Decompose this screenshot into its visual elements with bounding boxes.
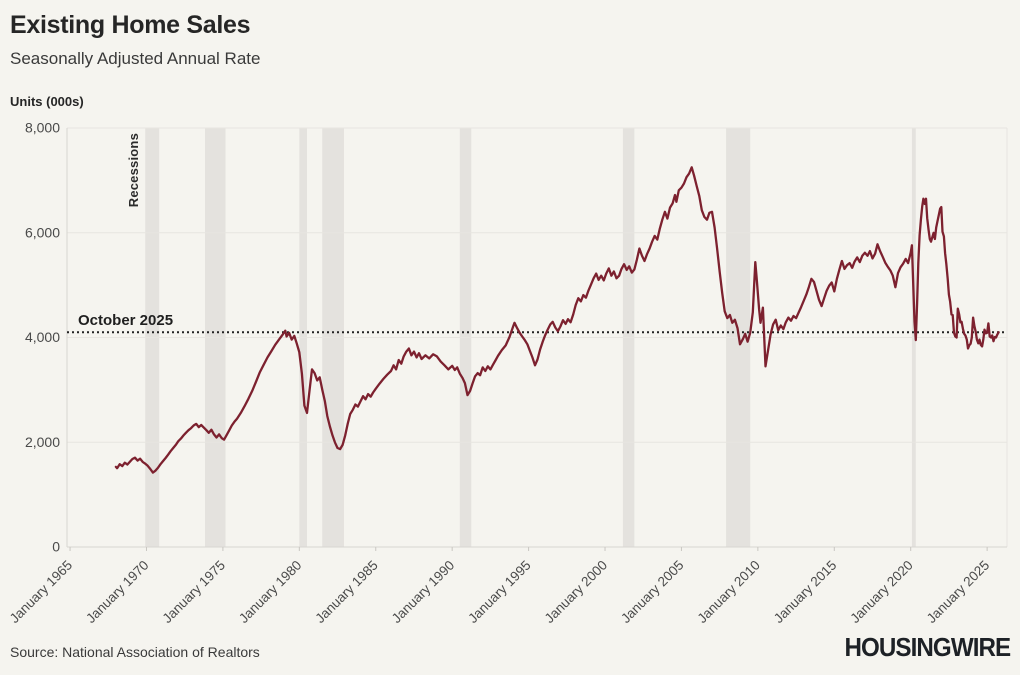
x-tick-label: January 2010 bbox=[695, 558, 763, 626]
x-tick-label: January 1965 bbox=[7, 558, 75, 626]
x-tick-label: January 2015 bbox=[771, 558, 839, 626]
reference-line-label: October 2025 bbox=[78, 312, 174, 329]
y-tick-label: 6,000 bbox=[25, 224, 60, 240]
y-tick-label: 0 bbox=[52, 539, 60, 555]
recessions-band-label: Recessions bbox=[126, 133, 141, 208]
chart-subtitle: Seasonally Adjusted Annual Rate bbox=[10, 49, 261, 68]
x-tick-label: January 1980 bbox=[236, 558, 304, 626]
x-tick-label: January 2025 bbox=[924, 558, 992, 626]
housingwire-logo: HOUSINGWIRE bbox=[844, 632, 1011, 662]
x-tick-label: January 2005 bbox=[618, 558, 686, 626]
x-tick-label: January 1975 bbox=[160, 558, 228, 626]
y-tick-label: 8,000 bbox=[25, 120, 60, 136]
x-tick-label: January 2000 bbox=[542, 558, 610, 626]
page-title: Existing Home Sales bbox=[10, 11, 251, 39]
y-tick-label: 4,000 bbox=[25, 329, 60, 345]
x-tick-label: January 1985 bbox=[312, 558, 380, 626]
source-attribution: Source: National Association of Realtors bbox=[10, 644, 260, 660]
home-sales-series-line bbox=[114, 166, 1000, 474]
x-tick-label: January 1990 bbox=[389, 558, 457, 626]
x-tick-label: January 1970 bbox=[83, 558, 151, 626]
y-tick-label: 2,000 bbox=[25, 434, 60, 450]
x-tick-label: January 2020 bbox=[847, 558, 915, 626]
x-tick-label: January 1995 bbox=[465, 558, 533, 626]
y-axis-unit-label: Units (000s) bbox=[10, 94, 84, 109]
